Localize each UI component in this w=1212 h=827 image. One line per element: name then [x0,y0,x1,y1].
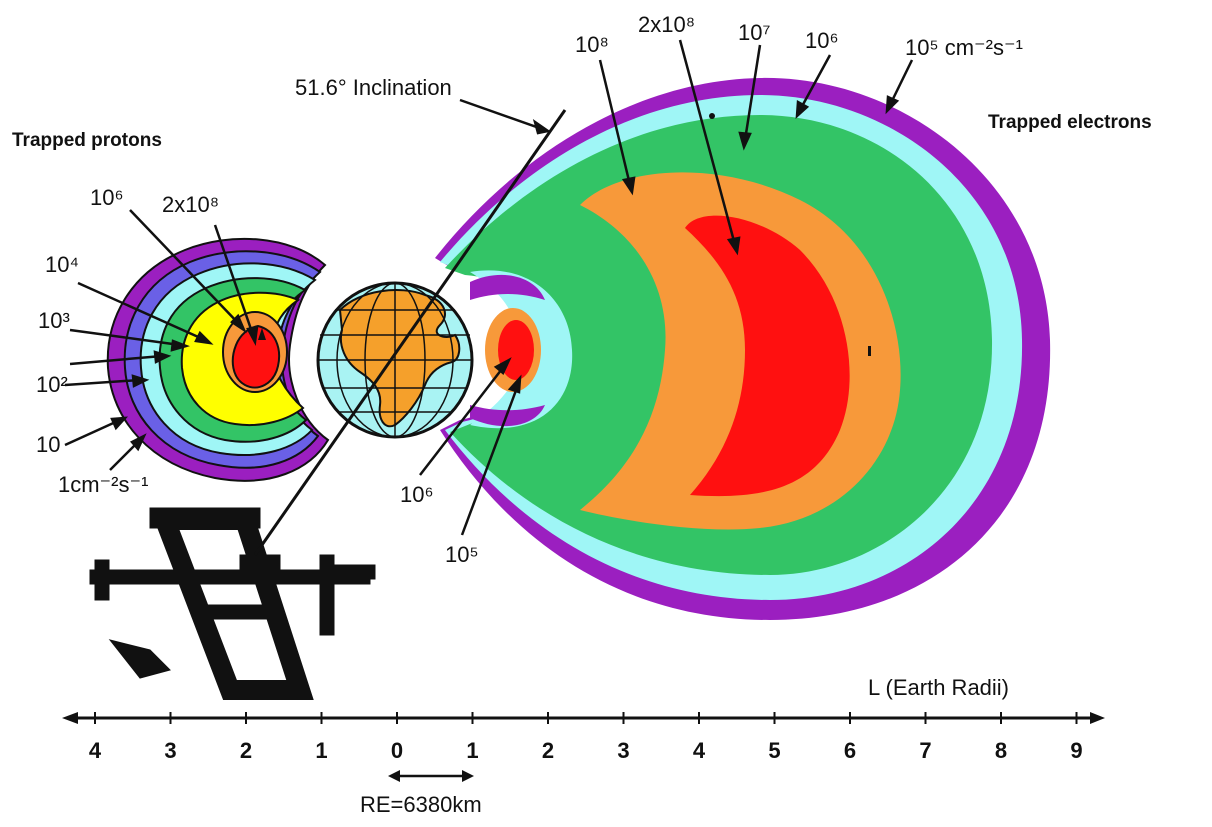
label-proton-1: 1cm⁻²s⁻¹ [58,472,148,497]
label-inner-1e5: 10⁵ [445,542,479,567]
heading-electrons: Trapped electrons [988,112,1152,133]
inner-zone-purple-top [470,274,545,300]
proton-belt [106,237,330,482]
labels: Trapped protons Trapped electrons 51.6° … [12,12,1152,817]
axis-title: L (Earth Radii) [868,675,1009,700]
label-proton-core: 2x10⁸ [162,192,219,217]
proton-zone-red [231,324,280,389]
label-inclination: 51.6° Inclination [295,75,452,100]
outer-zone-red [685,215,850,497]
axis-tick-label: 3 [164,738,176,763]
earth-radius-label: RE=6380km [360,792,482,817]
axis-tick-label: 4 [693,738,706,763]
axis-tick-label: 1 [315,738,327,763]
axis-tick-label: 1 [466,738,478,763]
label-electron-core: 2x10⁸ [638,12,695,37]
pointer-lines [64,39,914,556]
label-proton-1e2: 10² [36,372,68,397]
label-proton-1e4: 10⁴ [45,252,79,277]
space-station-silhouette [89,507,376,700]
label-electron-1e7: 10⁷ [738,20,770,45]
label-proton-1e3: 10³ [38,308,70,333]
axis-tick-label: 4 [89,738,102,763]
label-proton-10: 10 [36,432,60,457]
label-electron-1e8: 10⁸ [575,32,609,57]
axis-tick-label: 6 [844,738,856,763]
l-axis: 4 3 2 1 0 1 2 3 4 5 6 7 8 9 [62,712,1105,782]
axis-tick-label: 9 [1070,738,1082,763]
heading-protons: Trapped protons [12,130,162,151]
label-electron-1e6: 10⁶ [805,28,839,53]
label-electron-1e5: 10⁵ cm⁻²s⁻¹ [905,35,1023,60]
axis-tick-label: 5 [768,738,780,763]
axis-tick-label: 8 [995,738,1007,763]
axis-tick-label: 2 [542,738,554,763]
axis-tick-label: 0 [391,738,403,763]
axis-tick-label: 3 [617,738,629,763]
label-inner-1e6: 10⁶ [400,482,434,507]
axis-tick-label: 2 [240,738,252,763]
label-proton-1e6: 10⁶ [90,185,124,210]
axis-tick-label: 7 [919,738,931,763]
earth-globe [316,281,474,439]
electron-belt [435,77,1051,620]
